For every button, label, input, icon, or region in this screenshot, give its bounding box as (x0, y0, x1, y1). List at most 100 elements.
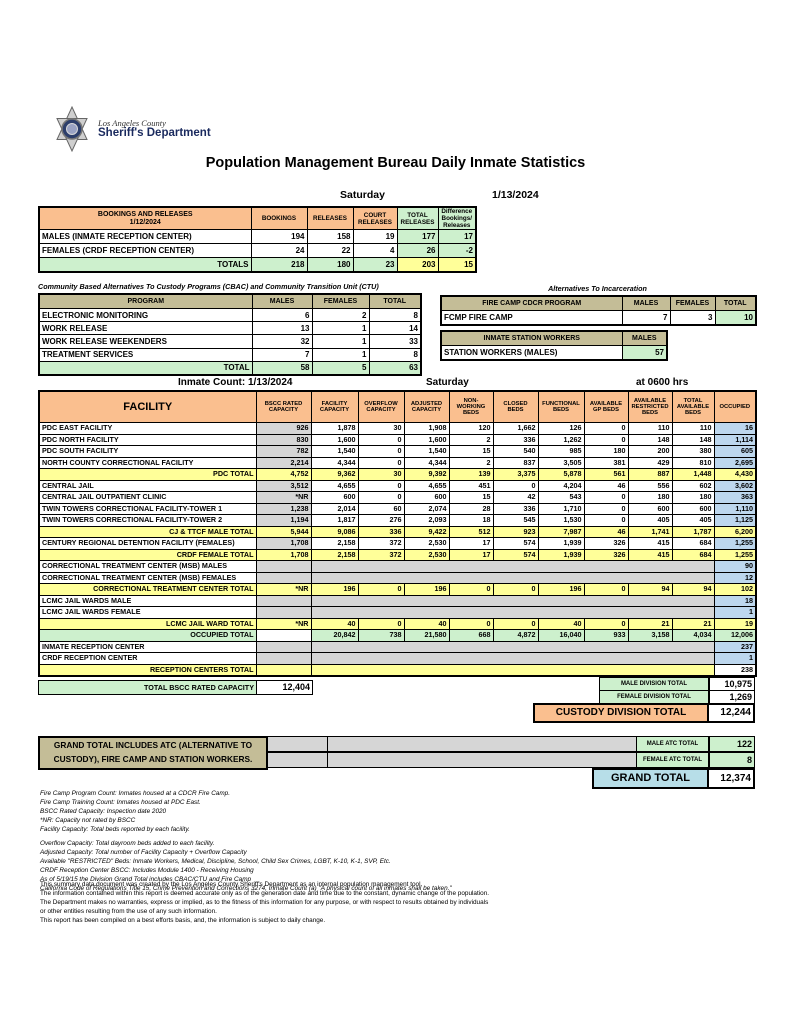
total-bscc-rated-capacity-row: TOTAL BSCC RATED CAPACITY 12,404 (38, 680, 313, 695)
value-cell: 276 (357, 514, 405, 527)
value-cell: 336 (492, 433, 539, 446)
total-value: 196 (537, 583, 585, 596)
occupied-total-label: OCCUPIED TOTAL (38, 629, 257, 642)
value-cell: 380 (671, 445, 715, 458)
facility-row: LCMC JAIL WARD TOTAL *NR 40 0 40 0 0 40 0 21 21 19 (38, 617, 757, 630)
value-cell: 200 (627, 445, 673, 458)
facility-row: CENTURY REGIONAL DETENTION FACILITY (FEM… (38, 537, 757, 550)
value-cell: 0 (357, 456, 405, 469)
empty-cell (255, 606, 312, 619)
facility-table: FACILITY BSCC RATED CAPACITY FACILITY CA… (38, 390, 757, 677)
value-cell: 18 (448, 514, 494, 527)
facility-row: CORRECTIONAL TREATMENT CENTER (MSB) FEMA… (38, 571, 757, 584)
total-value: *NR (255, 617, 312, 630)
female-division-total-row: FEMALE DIVISION TOTAL 1,269 (599, 690, 755, 704)
facility-header-row: FACILITY BSCC RATED CAPACITY FACILITY CA… (38, 390, 757, 423)
total-label: CORRECTIONAL TREATMENT CENTER TOTAL (38, 583, 257, 596)
value-cell: 429 (627, 456, 673, 469)
value-cell: 1,530 (537, 514, 585, 527)
value-cell: 600 (627, 502, 673, 515)
value-cell: 4,204 (537, 479, 585, 492)
value-cell: 1,540 (403, 445, 450, 458)
report-day: Saturday (340, 189, 385, 201)
fire-camp-header-row: FIRE CAMP CDCR PROGRAM MALES FEMALES TOT… (440, 295, 757, 311)
text-line: The Department makes no warranties, expr… (40, 899, 489, 906)
value-cell: 1,540 (310, 445, 359, 458)
value-cell: 2,530 (403, 537, 450, 550)
value-cell: 46 (583, 479, 629, 492)
total-value: 40 (403, 617, 450, 630)
facility-name: PDC EAST FACILITY (38, 422, 257, 435)
disclaimer: This summary data document was created b… (40, 880, 489, 925)
value-cell: 22 (306, 243, 354, 258)
value-cell: 180 (627, 491, 673, 504)
cbac-body: ELECTRONIC MONITORING 6 2 8 WORK RELEASE 13 1 1… (38, 307, 422, 376)
empty-cell (255, 594, 312, 607)
facility-row: CRDF RECEPTION CENTER 1 (38, 652, 757, 665)
col-overflow-capacity: OVERFLOW CAPACITY (357, 390, 405, 423)
total-value: 372 (357, 548, 405, 561)
total-value: 46 (583, 525, 629, 538)
merged-cell (310, 560, 715, 573)
total-value: 5,944 (255, 525, 312, 538)
occupied-total-value: 21,580 (403, 629, 450, 642)
male-division-label: MALE DIVISION TOTAL (599, 677, 709, 691)
total-value: 0 (492, 583, 539, 596)
text-line: California Code of Regulations Title 15,… (40, 885, 452, 892)
value-cell: 600 (310, 491, 359, 504)
merged-cell (310, 594, 715, 607)
value-cell: 810 (671, 456, 715, 469)
value-cell: *NR (255, 491, 312, 504)
col-males: MALES (621, 295, 671, 311)
total-value: 0 (583, 583, 629, 596)
facility-row: LCMC JAIL WARDS FEMALE 1 (38, 606, 757, 619)
value-cell: 180 (583, 445, 629, 458)
facility-row: CENTRAL JAIL 3,512 4,655 0 4,655 451 0 4,204 46 5… (38, 479, 757, 492)
value-cell: 545 (492, 514, 539, 527)
report-date: 1/13/2024 (492, 189, 539, 201)
grand-total-row: GRAND TOTAL 12,374 (592, 768, 755, 789)
row-label: TREATMENT SERVICES (38, 347, 253, 362)
col-males: MALES (621, 330, 668, 346)
value-cell: 0 (357, 479, 405, 492)
empty-cell (255, 629, 312, 642)
total-value: 196 (310, 583, 359, 596)
col-males: MALES (251, 293, 313, 309)
agency-county-label: Los Angeles County (98, 117, 166, 128)
value-cell: 24 (250, 243, 308, 258)
total-value: 4,430 (713, 468, 757, 481)
text-line: The information contained within this re… (40, 890, 490, 897)
facility-name: PDC SOUTH FACILITY (38, 445, 257, 458)
facility-row: CORRECTIONAL TREATMENT CENTER (MSB) MALE… (38, 560, 757, 573)
value-cell: 372 (357, 537, 405, 550)
text-line: or other entities resulting from the use… (40, 908, 217, 915)
value-cell: 1,600 (403, 433, 450, 446)
value-cell: 158 (306, 229, 354, 244)
row-label: FEMALES (CRDF RECEPTION CENTER) (38, 243, 252, 258)
value-cell: 926 (255, 422, 312, 435)
occupied-total-value: 4,034 (671, 629, 715, 642)
station-workers-label: STATION WORKERS (MALES) (440, 345, 623, 361)
value-cell: 14 (368, 321, 422, 336)
row-label: ELECTRONIC MONITORING (38, 307, 253, 323)
value-cell: 363 (713, 491, 757, 504)
inmate-count-day: Saturday (426, 377, 469, 388)
facility-footer: TOTAL BSCC RATED CAPACITY 12,404 MALE DI… (38, 677, 755, 725)
value-cell: 415 (627, 537, 673, 550)
male-division-total-row: MALE DIVISION TOTAL 10,975 (599, 677, 755, 691)
facility-name: TWIN TOWERS CORRECTIONAL FACILITY-TOWER … (38, 502, 257, 515)
value-cell: 837 (492, 456, 539, 469)
female-atc-total-row: FEMALE ATC TOTAL 8 (636, 752, 755, 768)
value-cell: 1,710 (537, 502, 585, 515)
facility-row: PDC NORTH FACILITY 830 1,600 0 1,600 2 336 1,26… (38, 433, 757, 446)
col-releases: RELEASES (306, 206, 354, 230)
grand-total-block: GRAND TOTAL INCLUDES ATC (ALTERNATIVE TO… (38, 736, 755, 789)
total-label: LCMC JAIL WARD TOTAL (38, 617, 257, 630)
value-cell: 30 (357, 422, 405, 435)
bookings-table: BOOKINGS AND RELEASES 1/12/2024 BOOKINGS… (38, 206, 477, 273)
total-bscc-value: 12,404 (257, 680, 313, 695)
cbac-row: WORK RELEASE 13 1 14 (38, 321, 422, 336)
total-value: 21 (671, 617, 715, 630)
cbac-row: WORK RELEASE WEEKENDERS 32 1 33 (38, 334, 422, 349)
value-cell: 2,093 (403, 514, 450, 527)
